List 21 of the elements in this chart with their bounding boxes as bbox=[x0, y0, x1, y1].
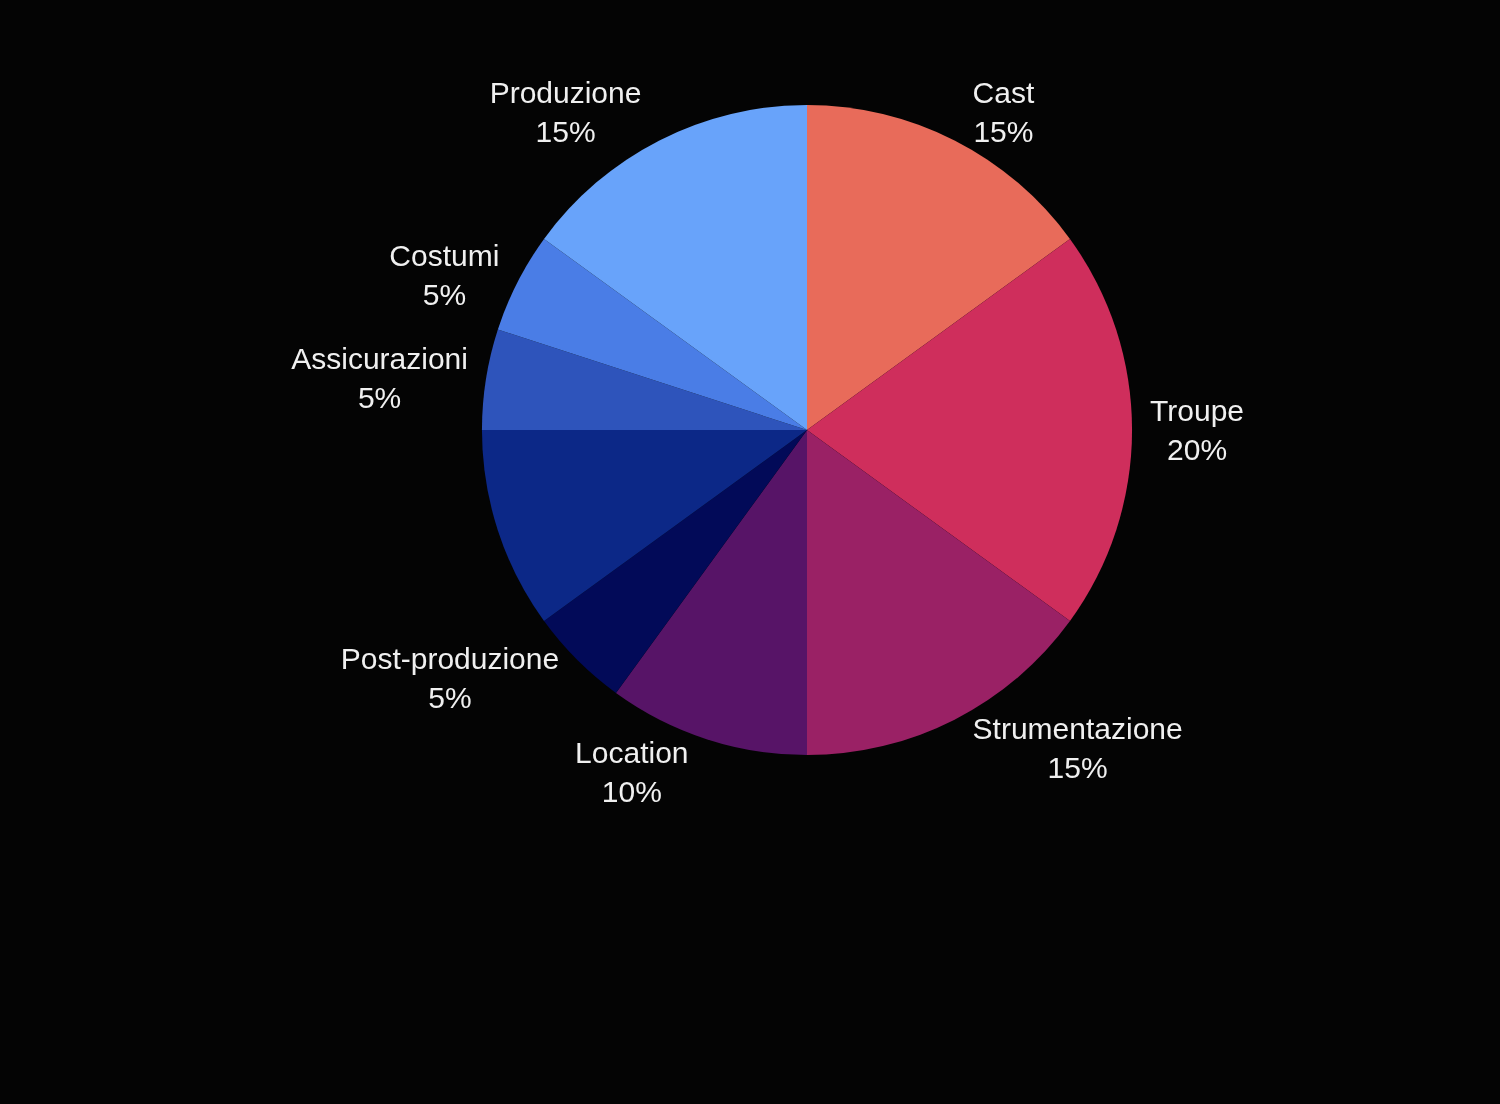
slice-label: Costumi bbox=[389, 239, 500, 273]
pie-slice bbox=[497, 238, 807, 431]
slice-label: Produzione bbox=[489, 75, 642, 109]
data-label: 5% bbox=[422, 278, 467, 312]
slice-label: Assicurazioni bbox=[291, 342, 468, 376]
slice-label: Strumentazione bbox=[972, 712, 1183, 746]
pie-slice bbox=[807, 238, 1133, 622]
data-label: 15% bbox=[973, 114, 1034, 148]
pie-slice bbox=[481, 329, 807, 431]
data-label: 5% bbox=[357, 381, 402, 415]
data-label: 5% bbox=[428, 680, 472, 714]
slice-label: Location bbox=[575, 735, 689, 769]
slice-label: Cast bbox=[972, 75, 1035, 109]
slice-label: Post-produzione bbox=[340, 641, 560, 675]
data-label: 10% bbox=[601, 774, 662, 808]
data-label: 15% bbox=[535, 114, 596, 148]
pie-slice bbox=[481, 430, 807, 622]
pie-slice bbox=[807, 104, 1070, 431]
data-label: 20% bbox=[1167, 433, 1228, 467]
data-label: 15% bbox=[1047, 751, 1108, 785]
slice-label: Troupe bbox=[1150, 394, 1244, 428]
